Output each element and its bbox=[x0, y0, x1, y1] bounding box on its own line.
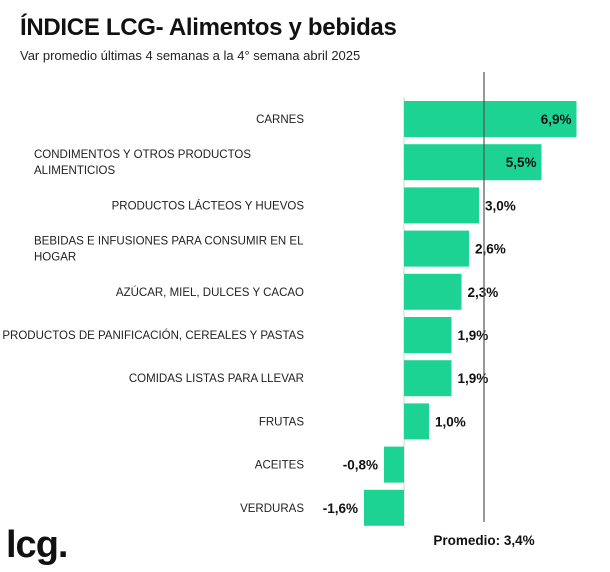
value-label: 6,9% bbox=[541, 112, 572, 127]
category-label-line: CONDIMENTOS Y OTROS PRODUCTOS bbox=[34, 149, 251, 161]
value-label: 3,0% bbox=[485, 198, 516, 213]
value-label: 1,0% bbox=[435, 414, 466, 429]
bar bbox=[404, 360, 452, 397]
value-label: 1,9% bbox=[458, 371, 489, 386]
value-label: -1,6% bbox=[323, 501, 358, 516]
bar bbox=[404, 187, 479, 224]
value-label: 1,9% bbox=[458, 328, 489, 343]
value-label: 2,6% bbox=[475, 242, 506, 257]
category-label: VERDURAS bbox=[240, 503, 304, 515]
category-label: PRODUCTOS DE PANIFICACIÓN, CEREALES Y PA… bbox=[2, 329, 304, 342]
average-label: Promedio: 3,4% bbox=[433, 533, 534, 548]
value-label: 2,3% bbox=[468, 285, 499, 300]
bar bbox=[404, 144, 542, 181]
bar bbox=[404, 317, 452, 353]
category-label: BEBIDAS E INFUSIONES PARA CONSUMIR EN EL… bbox=[34, 236, 304, 264]
category-label: PRODUCTOS LÁCTEOS Y HUEVOS bbox=[112, 199, 305, 212]
chart-subtitle: Var promedio últimas 4 semanas a la 4° s… bbox=[20, 48, 361, 63]
category-label-line: BEBIDAS E INFUSIONES PARA CONSUMIR EN EL bbox=[34, 236, 304, 248]
category-label: CARNES bbox=[256, 114, 304, 126]
category-label-line: HOGAR bbox=[34, 252, 76, 264]
category-label: FRUTAS bbox=[259, 416, 304, 428]
chart-title: ÍNDICE LCG- Alimentos y bebidas bbox=[20, 14, 397, 41]
bar bbox=[404, 101, 577, 137]
value-label: 5,5% bbox=[506, 155, 537, 170]
bar bbox=[384, 446, 404, 483]
category-label: CONDIMENTOS Y OTROS PRODUCTOS ALIMENTICIO… bbox=[34, 149, 251, 177]
bar bbox=[404, 273, 462, 310]
brand-logo: lcg. bbox=[6, 524, 68, 566]
bar bbox=[404, 230, 469, 267]
category-label: AZÚCAR, MIEL, DULCES Y CACAO bbox=[116, 286, 304, 299]
category-label: COMIDAS LISTAS PARA LLEVAR bbox=[129, 373, 304, 385]
category-label: ACEITES bbox=[255, 460, 305, 472]
bar bbox=[404, 403, 429, 440]
value-label: -0,8% bbox=[343, 458, 378, 473]
category-label-line: ALIMENTICIOS bbox=[34, 165, 115, 177]
bar bbox=[364, 489, 404, 526]
